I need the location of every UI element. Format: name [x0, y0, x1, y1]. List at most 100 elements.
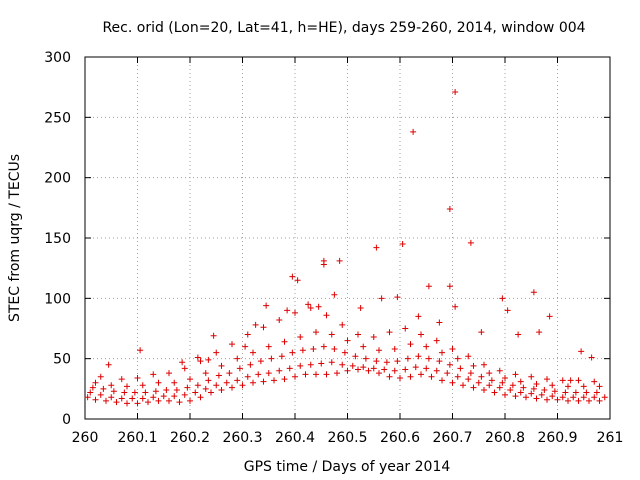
data-point: [433, 337, 440, 344]
data-point: [575, 397, 582, 404]
data-point: [108, 394, 115, 401]
data-point: [242, 343, 249, 350]
data-point: [470, 362, 477, 369]
data-point: [394, 358, 401, 365]
data-point: [394, 294, 401, 301]
data-point: [176, 399, 183, 406]
data-point: [218, 362, 225, 369]
data-point: [307, 304, 314, 311]
data-point: [520, 384, 527, 391]
y-tick-label: 300: [44, 50, 71, 66]
data-point: [145, 399, 151, 406]
data-point: [250, 379, 256, 386]
data-point: [313, 371, 319, 378]
y-tick-label: 250: [44, 110, 71, 126]
data-point: [192, 389, 199, 396]
data-point: [402, 325, 409, 332]
data-point: [284, 307, 291, 314]
data-point: [499, 379, 506, 386]
x-tick-label: 260.5: [327, 430, 367, 446]
x-tick-label: 260.2: [170, 430, 210, 446]
data-point: [341, 349, 348, 356]
data-point: [276, 317, 283, 324]
data-point: [446, 361, 453, 368]
data-point: [404, 355, 411, 362]
data-point: [370, 365, 377, 372]
data-point: [194, 382, 201, 389]
data-point: [260, 378, 267, 385]
data-point: [139, 382, 146, 389]
data-point: [118, 376, 125, 383]
data-point: [352, 353, 359, 360]
data-point: [536, 329, 543, 336]
data-point: [470, 384, 477, 391]
data-point: [218, 387, 225, 394]
data-point: [286, 365, 293, 372]
data-point: [454, 355, 461, 362]
data-point: [407, 341, 414, 348]
data-point: [565, 383, 571, 390]
data-point: [247, 361, 254, 368]
data-point: [331, 346, 338, 353]
data-point: [399, 241, 406, 248]
data-point: [457, 365, 464, 372]
data-point: [213, 382, 220, 389]
data-point: [572, 389, 579, 396]
data-point: [252, 321, 259, 328]
data-point: [407, 373, 414, 380]
data-point: [509, 382, 516, 389]
data-point: [263, 302, 270, 309]
data-point: [89, 384, 96, 391]
data-point: [586, 397, 592, 404]
data-point: [166, 397, 172, 404]
data-point: [530, 385, 537, 392]
data-point: [517, 378, 524, 385]
data-point: [517, 389, 524, 396]
data-point: [260, 324, 267, 331]
data-point: [194, 354, 201, 361]
y-tick-label: 200: [44, 171, 71, 187]
data-point: [292, 373, 298, 380]
data-point: [591, 394, 598, 401]
data-point: [134, 374, 141, 381]
data-point: [307, 361, 314, 368]
data-point: [496, 384, 503, 391]
data-point: [546, 313, 553, 320]
data-point: [236, 365, 243, 372]
y-tick-label: 50: [53, 352, 71, 368]
data-point: [425, 283, 432, 290]
data-point: [134, 400, 141, 407]
data-point: [344, 337, 351, 344]
x-tick-label: 260.9: [537, 430, 577, 446]
data-point: [278, 353, 285, 360]
data-point: [436, 319, 443, 326]
data-point: [320, 343, 327, 350]
data-point: [491, 389, 498, 396]
data-point: [386, 329, 393, 336]
data-point: [137, 347, 144, 354]
data-point: [187, 397, 193, 404]
data-point: [596, 397, 603, 404]
data-point: [92, 396, 99, 403]
data-point: [289, 273, 296, 280]
data-point: [336, 257, 343, 264]
data-point: [439, 349, 445, 356]
data-point: [331, 291, 338, 298]
data-point: [184, 384, 191, 391]
data-point: [202, 370, 209, 377]
data-point: [601, 394, 608, 401]
data-point: [129, 395, 136, 402]
data-point: [415, 353, 422, 360]
data-point: [152, 388, 159, 395]
data-point: [467, 239, 474, 246]
data-point: [544, 396, 550, 403]
x-axis-label: GPS time / Days of year 2014: [244, 459, 451, 475]
data-point: [294, 277, 301, 284]
data-point: [481, 387, 487, 394]
x-tick-label: 260.7: [432, 430, 472, 446]
data-point: [355, 366, 361, 373]
data-point: [475, 379, 482, 386]
data-point: [239, 382, 246, 389]
data-point: [150, 371, 157, 378]
data-point: [313, 329, 319, 336]
